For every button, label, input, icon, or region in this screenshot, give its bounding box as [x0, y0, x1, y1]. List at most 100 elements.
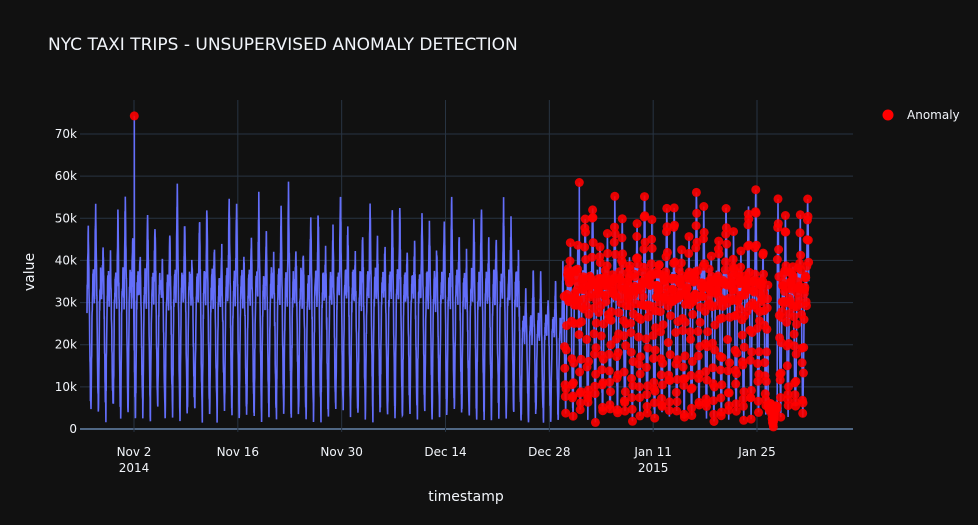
- anomaly-point: [574, 178, 584, 187]
- anomaly-point: [591, 369, 601, 379]
- anomaly-point: [609, 237, 619, 247]
- anomaly-point: [639, 244, 649, 254]
- anomaly-point: [646, 259, 656, 269]
- anomaly-point: [657, 394, 666, 403]
- anomaly-point: [642, 408, 652, 418]
- anomaly-point: [662, 222, 672, 232]
- anomaly-point: [692, 208, 702, 218]
- anomaly-point: [617, 214, 627, 224]
- x-tick-label: Jan 25: [737, 445, 776, 459]
- anomaly-point: [655, 307, 665, 317]
- anomaly-point: [601, 297, 611, 307]
- anomaly-point: [673, 355, 683, 365]
- anomaly-point: [613, 348, 623, 358]
- anomaly-point: [630, 272, 640, 282]
- anomaly-point: [798, 408, 808, 418]
- anomaly-point: [580, 242, 590, 252]
- anomaly-point: [573, 264, 582, 274]
- anomaly-point: [732, 348, 742, 358]
- anomaly-point: [710, 320, 720, 330]
- anomaly-point: [602, 261, 612, 271]
- anomaly-point: [649, 354, 658, 363]
- anomaly-point: [722, 239, 732, 249]
- anomaly-point: [799, 315, 809, 324]
- anomaly-point: [610, 191, 620, 201]
- anomaly-point: [738, 394, 748, 404]
- x-tick-sublabel: 2015: [638, 461, 669, 475]
- anomaly-point: [634, 332, 644, 342]
- anomaly-point: [772, 401, 782, 411]
- anomaly-point: [618, 259, 628, 269]
- anomaly-point: [680, 317, 690, 327]
- anomaly-point: [699, 202, 709, 211]
- anomaly-point: [611, 249, 620, 259]
- anomaly-point: [627, 393, 637, 403]
- anomaly-point: [577, 317, 586, 327]
- anomaly-point: [679, 380, 689, 390]
- anomaly-point: [665, 397, 674, 407]
- anomaly-point: [724, 401, 734, 411]
- anomaly-point: [759, 269, 768, 279]
- anomaly-point: [598, 378, 608, 388]
- anomaly-point: [596, 331, 606, 341]
- anomaly-point: [738, 401, 748, 411]
- anomaly-point: [647, 234, 657, 244]
- anomaly-point: [565, 256, 575, 266]
- x-axis-title: timestamp: [428, 489, 504, 505]
- y-tick-label: 70k: [55, 127, 77, 141]
- anomaly-point: [762, 324, 772, 334]
- anomaly-point: [723, 366, 733, 376]
- anomaly-point: [575, 367, 585, 377]
- anomaly-point: [590, 417, 600, 427]
- anomaly-point: [746, 385, 756, 395]
- x-tick-label: Nov 2: [117, 445, 152, 459]
- anomaly-point: [664, 405, 674, 415]
- anomaly-point: [761, 376, 771, 386]
- anomaly-point: [739, 387, 749, 397]
- anomaly-point: [791, 376, 801, 386]
- anomaly-point: [647, 215, 657, 225]
- anomaly-point: [668, 285, 678, 295]
- anomaly-point: [568, 378, 578, 388]
- anomaly-point: [650, 386, 660, 396]
- anomaly-point: [735, 303, 745, 313]
- anomaly-point: [709, 382, 719, 392]
- anomaly-point: [782, 361, 792, 371]
- anomaly-point: [736, 246, 746, 256]
- anomaly-markers[interactable]: [129, 111, 814, 432]
- anomaly-point: [702, 401, 712, 411]
- anomaly-point: [710, 345, 720, 355]
- anomaly-point: [606, 315, 616, 325]
- anomaly-point: [753, 359, 763, 368]
- anomaly-point: [595, 242, 605, 252]
- anomaly-point: [590, 389, 600, 399]
- anomaly-point: [714, 236, 724, 246]
- anomaly-point: [603, 248, 613, 258]
- anomaly-point: [753, 396, 763, 406]
- anomaly-point: [729, 285, 739, 295]
- legend-marker-anomaly: [882, 109, 894, 121]
- y-axis: 0 10k 20k 30k 40k 50k 60k 70k: [55, 127, 77, 436]
- anomaly-point: [776, 393, 785, 402]
- legend[interactable]: Anomaly: [882, 108, 960, 122]
- anomaly-point: [760, 358, 770, 368]
- anomaly-point: [583, 397, 593, 407]
- anomaly-point: [654, 260, 664, 270]
- anomaly-point: [790, 390, 800, 400]
- anomaly-point: [590, 381, 600, 391]
- anomaly-point: [680, 351, 690, 361]
- anomaly-point: [650, 413, 660, 423]
- anomaly-point: [691, 221, 701, 231]
- anomaly-point: [688, 309, 698, 319]
- anomaly-point: [576, 354, 586, 364]
- anomaly-point: [619, 367, 629, 377]
- anomaly-point: [605, 377, 615, 387]
- anomaly-point: [694, 400, 704, 410]
- anomaly-point: [783, 389, 793, 399]
- anomaly-point: [604, 366, 614, 376]
- anomaly-point: [727, 278, 737, 288]
- anomaly-point: [635, 369, 645, 379]
- anomaly-point: [686, 370, 696, 380]
- anomaly-point: [703, 327, 713, 337]
